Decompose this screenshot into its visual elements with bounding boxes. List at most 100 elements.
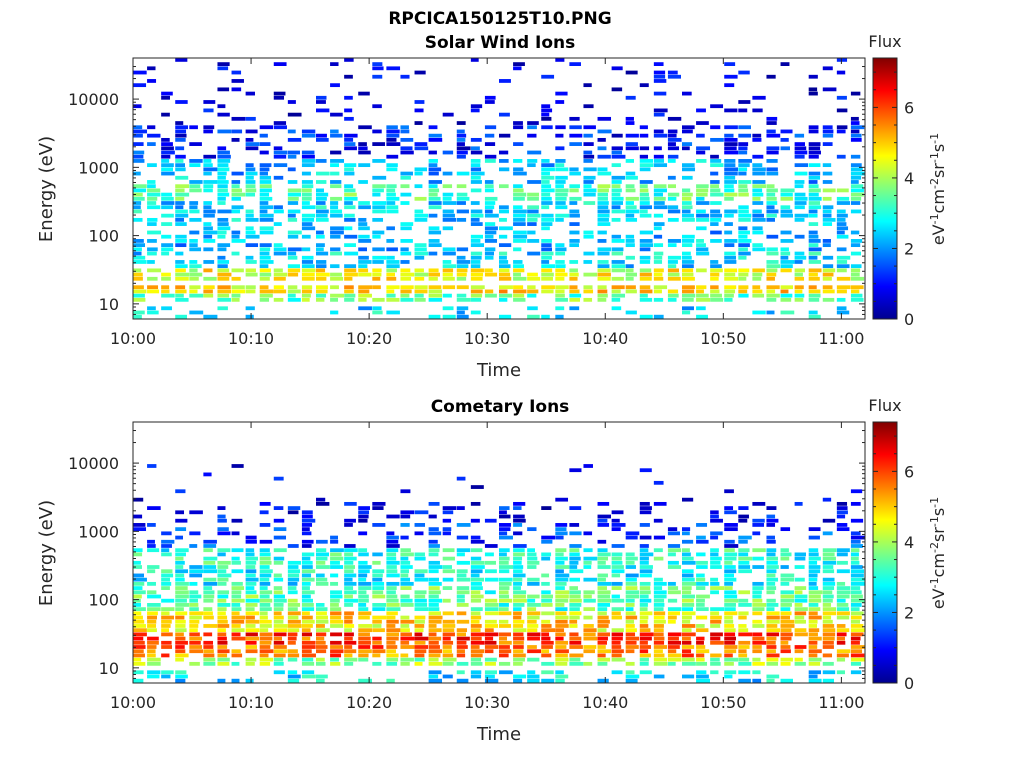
spectrogram-cell — [527, 289, 539, 294]
spectrogram-cell — [499, 619, 509, 624]
spectrogram-cell — [597, 146, 607, 151]
spectrogram-cell — [456, 247, 469, 252]
spectrogram-cell — [639, 83, 649, 88]
spectrogram-cell — [414, 167, 427, 172]
spectrogram-cell — [414, 196, 427, 201]
spectrogram-cell — [667, 531, 680, 536]
spectrogram-cell — [484, 125, 497, 130]
spectrogram-cell — [175, 264, 188, 269]
spectrogram-cell — [850, 535, 865, 540]
spectrogram-cell — [682, 577, 695, 582]
spectrogram-cell — [287, 251, 297, 256]
spectrogram-cell — [850, 531, 861, 536]
spectrogram-cell — [766, 628, 780, 633]
spectrogram-cell — [316, 640, 326, 645]
spectrogram-cell — [597, 514, 611, 519]
y-tick-label: 100 — [88, 227, 119, 246]
spectrogram-cell — [259, 565, 270, 569]
spectrogram-cell — [316, 171, 330, 176]
spectrogram-cell — [175, 133, 187, 138]
colorbar-label-unit: s — [929, 508, 948, 516]
spectrogram-cell — [161, 653, 170, 658]
spectrogram-cell — [499, 636, 508, 641]
spectrogram-cell — [682, 234, 695, 239]
spectrogram-cell — [653, 154, 664, 159]
spectrogram-cell — [667, 217, 679, 222]
spectrogram-cell — [330, 590, 343, 595]
spectrogram-cell — [287, 209, 301, 214]
spectrogram-cell — [484, 607, 499, 612]
spectrogram-cell — [794, 205, 805, 210]
spectrogram-cell — [682, 260, 695, 264]
spectrogram-cell — [231, 129, 243, 134]
spectrogram-cell — [301, 594, 311, 599]
spectrogram-cell — [470, 180, 482, 184]
spectrogram-cell — [738, 192, 749, 197]
spectrogram-cell — [203, 615, 214, 620]
spectrogram-cell — [372, 297, 385, 302]
spectrogram-cell — [541, 243, 552, 248]
spectrogram-cell — [766, 167, 778, 172]
spectrogram-cell — [428, 184, 438, 189]
spectrogram-cell — [245, 255, 254, 260]
spectrogram-cell — [794, 619, 806, 624]
spectrogram-cell — [301, 150, 315, 155]
spectrogram-cell — [484, 544, 498, 548]
spectrogram-cell — [133, 636, 144, 641]
spectrogram-cell — [513, 230, 527, 235]
spectrogram-cell — [766, 653, 780, 658]
spectrogram-cell — [273, 297, 284, 302]
spectrogram-cell — [766, 506, 777, 510]
spectrogram-cell — [189, 607, 199, 612]
spectrogram-cell — [456, 640, 467, 645]
spectrogram-cell — [513, 645, 524, 649]
spectrogram-cell — [639, 196, 650, 201]
spectrogram-cell — [682, 590, 692, 595]
spectrogram-cell — [850, 192, 864, 197]
spectrogram-cell — [836, 222, 847, 226]
spectrogram-cell — [527, 565, 537, 569]
spectrogram-cell — [822, 678, 835, 683]
spectrogram-cell — [527, 636, 540, 641]
spectrogram-cell — [386, 657, 399, 662]
spectrogram-cell — [794, 577, 805, 582]
spectrogram-cell — [710, 159, 722, 163]
spectrogram-cell — [724, 624, 735, 628]
spectrogram-cell — [189, 247, 202, 252]
spectrogram-cell — [358, 598, 369, 603]
spectrogram-cell — [611, 565, 624, 569]
spectrogram-cell — [189, 598, 198, 603]
spectrogram-cell — [344, 133, 358, 138]
spectrogram-cell — [287, 581, 298, 586]
spectrogram-cell — [822, 171, 833, 176]
spectrogram-cell — [203, 209, 216, 214]
spectrogram-cell — [330, 645, 343, 649]
spectrogram-cell — [175, 611, 188, 616]
spectrogram-cell — [752, 196, 761, 201]
spectrogram-cell — [850, 251, 861, 256]
spectrogram-cell — [470, 501, 481, 506]
spectrogram-cell — [217, 272, 232, 277]
spectrogram-cell — [710, 590, 719, 595]
spectrogram-cell — [484, 230, 497, 235]
spectrogram-cell — [273, 476, 284, 481]
spectrogram-cell — [358, 678, 372, 683]
spectrogram-cell — [470, 137, 482, 142]
spectrogram-cell — [696, 306, 706, 311]
spectrogram-cell — [273, 527, 287, 532]
spectrogram-cell — [738, 188, 749, 193]
spectrogram-cell — [499, 514, 511, 519]
spectrogram-cell — [541, 649, 550, 654]
spectrogram-cell — [273, 661, 284, 666]
colorbar-label-exponent: -1 — [928, 133, 941, 144]
spectrogram-cell — [541, 205, 550, 210]
spectrogram-cell — [400, 657, 414, 662]
spectrogram-cell — [372, 104, 382, 109]
spectrogram-cell — [513, 674, 527, 679]
spectrogram-cell — [724, 548, 735, 553]
spectrogram-cell — [527, 293, 537, 298]
spectrogram-cell — [470, 222, 483, 226]
spectrogram-cell — [822, 497, 832, 502]
spectrogram-cell — [203, 611, 213, 616]
spectrogram-cell — [710, 657, 720, 662]
